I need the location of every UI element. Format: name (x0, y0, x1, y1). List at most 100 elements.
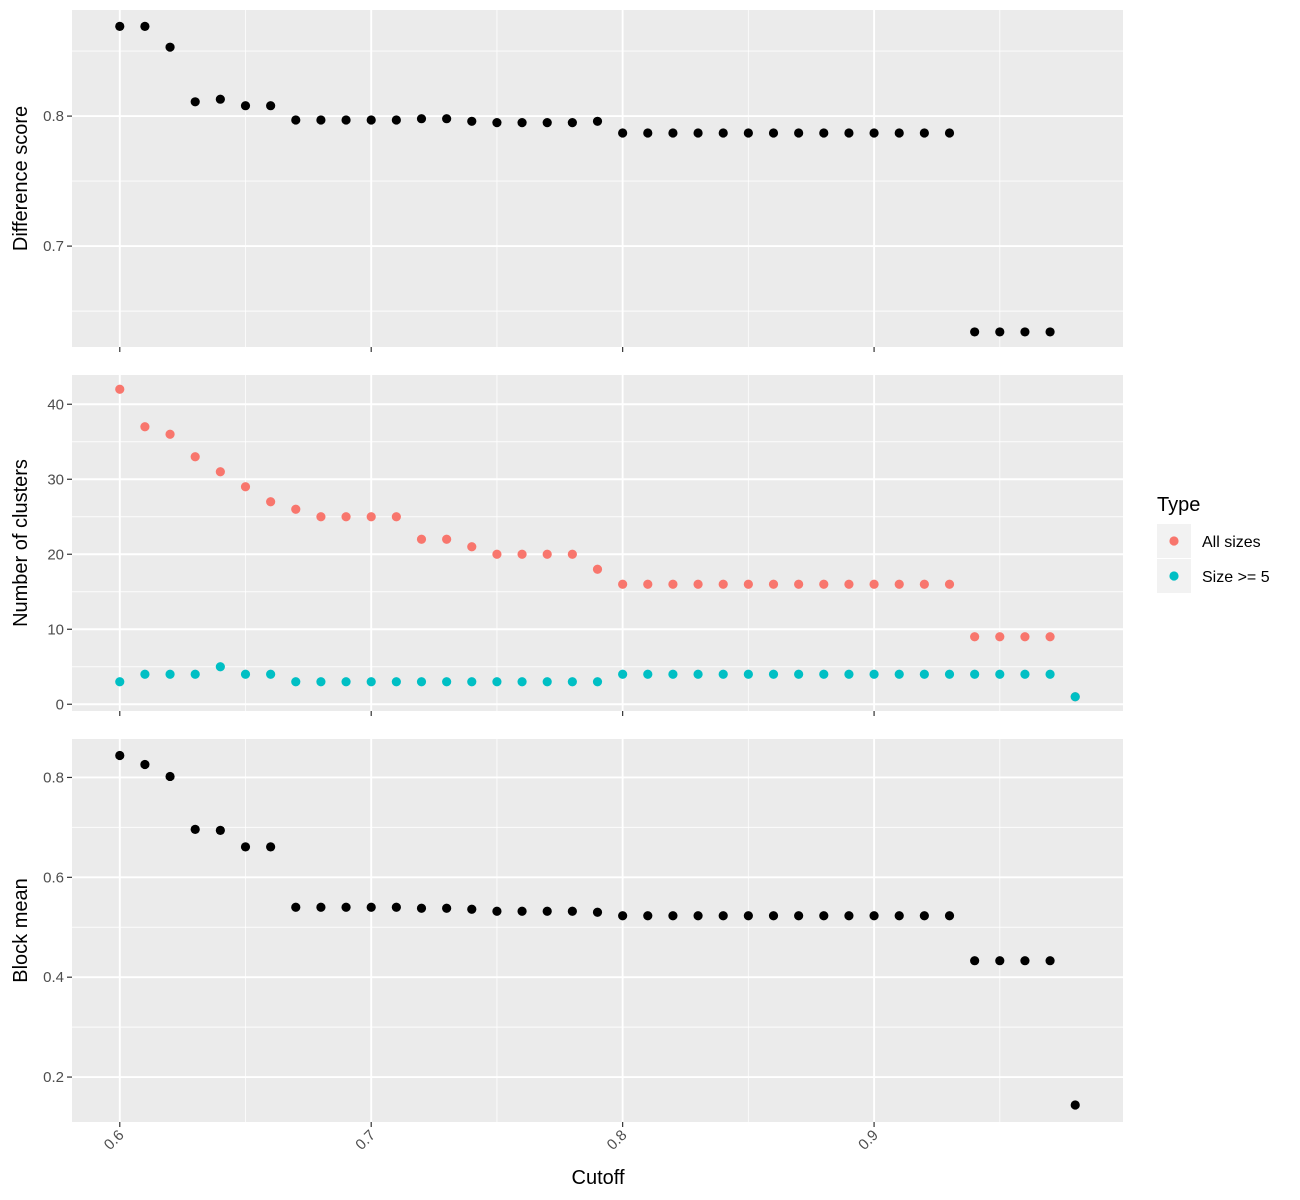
data-point (517, 549, 527, 559)
data-point (618, 669, 628, 679)
data-point (618, 911, 628, 921)
data-point (919, 669, 929, 679)
data-point (266, 842, 276, 852)
data-point (668, 128, 678, 138)
y-tick-label: 0.2 (43, 1069, 64, 1086)
y-axis-title: Number of clusters (10, 459, 32, 627)
data-point (819, 911, 829, 921)
data-point (467, 677, 477, 687)
data-point (115, 677, 125, 687)
y-axis-title: Block mean (10, 878, 32, 983)
data-point (794, 128, 804, 138)
data-point (316, 677, 326, 687)
data-point (844, 128, 854, 138)
data-point (743, 579, 753, 589)
data-point (743, 911, 753, 921)
data-point (819, 669, 829, 679)
data-point (894, 669, 904, 679)
y-tick-label: 20 (47, 546, 64, 563)
data-point (919, 579, 929, 589)
data-point (517, 677, 527, 687)
data-point (1045, 956, 1055, 966)
data-point (718, 128, 728, 138)
data-point (140, 21, 150, 31)
data-point (391, 115, 401, 125)
series-1 (115, 21, 1055, 337)
data-point (944, 128, 955, 138)
data-point (1020, 632, 1030, 642)
x-axis-title: Cutoff (572, 1167, 625, 1189)
data-point (416, 114, 427, 124)
data-point (869, 911, 879, 921)
data-point (492, 549, 502, 559)
data-point (643, 128, 653, 138)
data-point (291, 677, 301, 687)
data-point (819, 128, 829, 138)
data-point (894, 911, 904, 921)
data-point (190, 452, 200, 462)
data-point (215, 662, 225, 672)
data-point (668, 669, 678, 679)
data-point (542, 906, 552, 916)
data-point (1020, 669, 1030, 679)
data-point (492, 906, 502, 916)
legend-key-point (1169, 571, 1179, 581)
data-point (794, 579, 804, 589)
data-point (240, 669, 251, 679)
data-point (844, 579, 854, 589)
data-point (215, 825, 225, 835)
data-point (718, 911, 728, 921)
data-point (316, 902, 326, 912)
data-point (416, 677, 427, 687)
data-point (693, 669, 703, 679)
data-point (1045, 669, 1055, 679)
y-tick-label: 0.8 (43, 769, 64, 786)
data-point (592, 677, 603, 687)
data-point (718, 579, 728, 589)
data-point (768, 911, 779, 921)
data-point (970, 632, 980, 642)
data-point (266, 669, 276, 679)
data-point (1020, 327, 1030, 337)
data-point (266, 101, 276, 111)
panels: 0.7 0.8 Difference score 0 10 20 30 40 Number of… (10, 10, 1123, 1154)
panel-1: 0.7 0.8 Difference score (10, 10, 1123, 352)
data-point (643, 579, 653, 589)
data-point (1020, 956, 1030, 966)
data-point (341, 677, 351, 687)
panel-background (72, 10, 1123, 347)
panel-background (72, 375, 1123, 711)
data-point (567, 549, 577, 559)
data-point (442, 677, 452, 687)
data-point (944, 579, 955, 589)
data-point (567, 677, 577, 687)
series-all-sizes (115, 384, 1080, 702)
data-point (190, 824, 200, 834)
y-axis-title: Difference score (10, 106, 32, 251)
data-point (366, 115, 376, 125)
data-point (794, 911, 804, 921)
legend-key-point (1169, 536, 1179, 546)
data-point (291, 115, 301, 125)
data-point (215, 467, 225, 477)
data-point (995, 956, 1005, 966)
data-point (768, 669, 779, 679)
data-point (768, 128, 779, 138)
panel-3: 0.2 0.4 0.6 0.8 Block mean (10, 739, 1123, 1127)
data-point (291, 902, 301, 912)
data-point (1045, 632, 1055, 642)
panel-2: 0 10 20 30 40 Number of clusters (10, 375, 1123, 716)
data-point (165, 771, 175, 782)
data-point (165, 42, 175, 52)
data-point (844, 911, 854, 921)
data-point (115, 750, 125, 761)
data-point (567, 906, 577, 916)
data-point (115, 384, 125, 394)
series-1 (115, 750, 1080, 1110)
data-point (240, 101, 251, 111)
legend-title: Type (1157, 494, 1200, 516)
data-point (995, 632, 1005, 642)
panel-background (72, 739, 1123, 1122)
data-point (467, 904, 477, 914)
